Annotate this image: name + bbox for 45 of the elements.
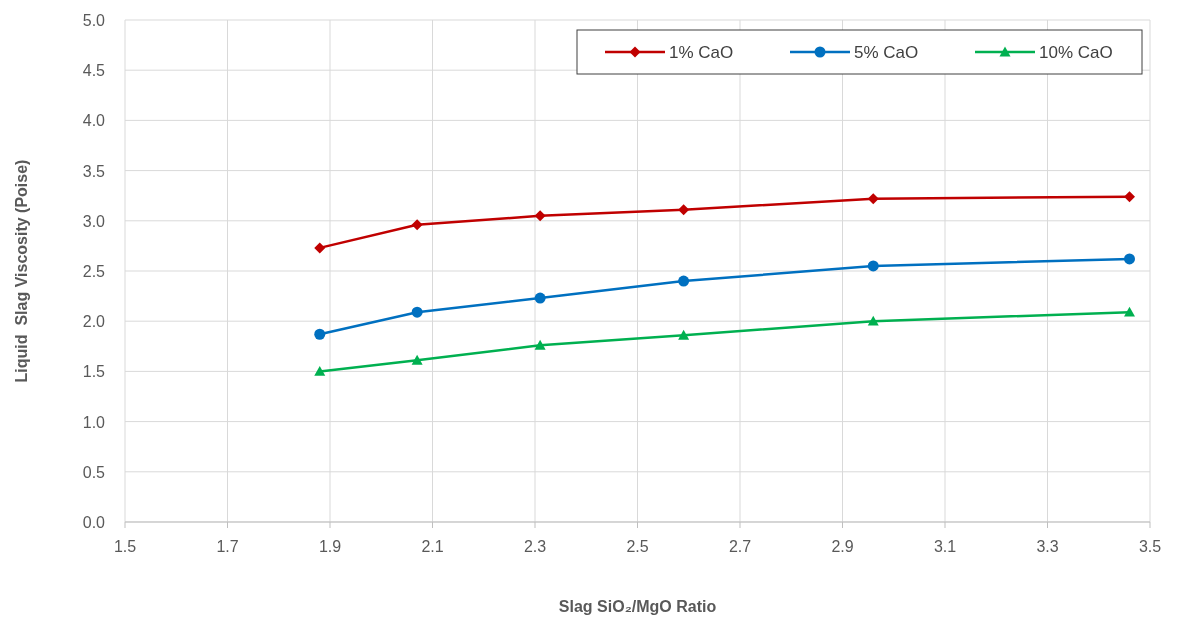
y-axis-title: Liquid Slag Viscosity (Poise) (13, 159, 30, 383)
point (411, 306, 423, 318)
point (314, 242, 326, 254)
point (411, 219, 423, 231)
point (534, 292, 546, 304)
x-tick-label: 3.3 (1036, 538, 1059, 555)
x-tick-label: 3.1 (933, 538, 957, 555)
legend-label: 1% CaO (669, 43, 734, 62)
point (867, 260, 879, 272)
y-tick-label: 2.0 (82, 313, 106, 331)
y-tick-label: 4.5 (82, 62, 106, 80)
y-tick-label: 5.0 (82, 12, 106, 29)
y-tick-label: 0.5 (82, 463, 106, 481)
point (1124, 306, 1135, 317)
point (678, 329, 690, 340)
x-tick-label: 1.5 (113, 538, 137, 555)
point (534, 339, 546, 350)
x-axis-title: Slag SiO₂/MgO Ratio (558, 598, 717, 615)
y-tick-label: 3.5 (82, 162, 106, 180)
point (1124, 253, 1135, 265)
x-tick-label: 2.7 (728, 538, 752, 555)
legend-label: 10% CaO (1039, 43, 1113, 62)
x-tick-label: 1.9 (318, 538, 342, 555)
x-tick-label: 1.7 (216, 538, 239, 555)
point (1124, 191, 1135, 203)
x-tick-label: 2.1 (421, 538, 444, 555)
y-tick-label: 0.0 (82, 514, 106, 531)
point (534, 210, 546, 222)
point (867, 193, 879, 205)
y-tick-label: 2.5 (82, 263, 106, 280)
y-tick-label: 4.0 (82, 112, 106, 130)
point (411, 354, 423, 365)
x-tick-label: 2.9 (831, 538, 854, 555)
point (314, 328, 326, 340)
point (314, 365, 326, 376)
y-tick-label: 1.5 (82, 363, 106, 381)
x-tick-label: 2.3 (523, 538, 547, 555)
x-tick-label: 3.5 (1138, 538, 1162, 555)
x-tick-label: 2.5 (626, 538, 649, 555)
y-tick-label: 1.0 (82, 413, 106, 431)
legend-label: 5% CaO (854, 43, 919, 62)
y-tick-label: 3.0 (82, 212, 106, 230)
point (678, 275, 690, 287)
point (678, 204, 690, 216)
point (867, 315, 879, 326)
